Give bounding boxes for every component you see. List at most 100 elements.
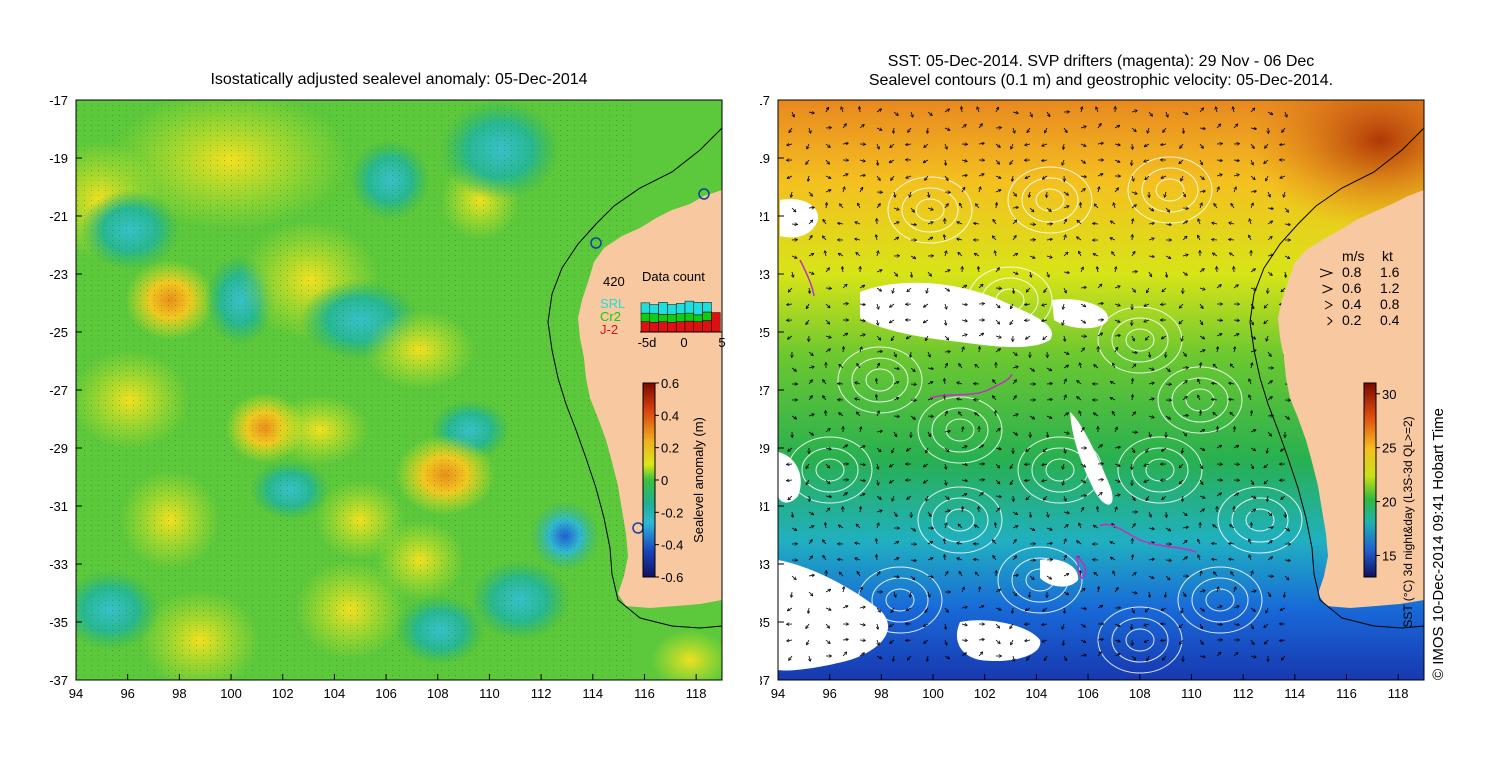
y-tick-label: -27 [49,383,68,398]
sst-colorbar-gradient [1363,382,1377,578]
x-tick-label: 100 [220,686,242,701]
data-count-x-tick: 0 [680,335,687,350]
data-count-bar-j2 [640,321,651,333]
data-count-bar-j2 [675,321,686,333]
sla-colorbar-gradient [642,382,656,578]
colorbar-tick-label: 0.4 [661,408,679,423]
y-tick-label: -19 [760,151,770,166]
y-tick-label: -21 [49,209,68,224]
sla-colorbar-label: Sealevel anomaly (m) [691,417,706,543]
data-count-bar-j2 [711,312,721,333]
velocity-legend-ms: 0.8 [1342,264,1362,280]
data-count-bar-cr2 [658,314,668,322]
y-tick-label: -25 [49,325,68,340]
y-tick-label: -17 [760,93,770,108]
data-count-max-label: 420 [603,274,625,289]
left-map-title: Isostatically adjusted sealevel anomaly:… [210,71,588,88]
data-count-bar-cr2 [702,311,712,321]
left-y-axis: -17 -19 -21 -23 -25 -27 -29 -31 -33 -35 -37 [49,93,82,688]
x-tick-label: 116 [1336,686,1357,701]
sealevel-contours [787,156,1303,674]
x-tick-label: 94 [69,686,83,701]
data-count-bar-j2 [693,321,703,333]
data-count-legend-item: J-2 [600,322,618,337]
y-tick-label: -37 [760,673,770,688]
y-tick-label: -29 [760,441,770,456]
data-count-legend-item: SRL [600,296,625,311]
x-tick-label: 98 [874,686,888,701]
data-count-bar-srl [675,303,686,314]
x-tick-label: 116 [634,686,655,701]
svp-drifter-tracks [799,259,1197,579]
altimeter-track-dots [76,100,636,680]
sst-colorbar-ticks: 30 25 20 15 [1376,387,1396,563]
colorbar-tick-label: -0.4 [661,538,683,553]
y-tick-label: -23 [760,267,770,282]
velocity-legend-arrow [1319,268,1334,278]
data-count-bar-j2 [684,320,695,333]
data-count-x-axis: -5d 0 5 [638,335,726,350]
velocity-legend-kt: 1.6 [1380,264,1400,280]
sealevel-anomaly-map: 94 96 98 100 102 104 106 108 110 112 114 116 118 -17… [49,93,726,701]
continental-shelf-contour [547,127,722,629]
velocity-legend: m/s kt 0.8 1.60.6 1.20.4 0.80.2 0.4 [1319,248,1400,328]
y-tick-label: -31 [760,499,770,514]
data-count-bars [640,300,721,333]
colorbar-tick-label: 0.2 [661,441,679,456]
velocity-legend-kt: 1.2 [1380,280,1400,296]
data-count-bar-j2 [702,320,712,333]
y-tick-label: -21 [760,209,770,224]
y-tick-label: -29 [49,441,68,456]
sst-colorbar-label: SST (°C) 3d night&day (L3S-3d QL>=2) [1401,416,1415,627]
x-tick-label: 94 [771,686,785,701]
x-tick-label: 114 [1284,686,1305,701]
x-tick-label: 102 [974,686,996,701]
velocity-legend-header-kt: kt [1382,248,1393,264]
velocity-legend-header-ms: m/s [1342,248,1365,264]
tide-gauge-marker [590,237,602,249]
x-tick-label: 114 [582,686,603,701]
colorbar-tick-label: 20 [1382,495,1396,510]
x-tick-label: 96 [120,686,134,701]
data-count-bar-cr2 [693,314,703,322]
velocity-legend-arrow [1324,300,1334,310]
y-tick-label: -33 [760,557,770,572]
y-tick-label: -37 [49,673,68,688]
colorbar-tick-label: 25 [1382,441,1396,456]
y-tick-label: -17 [49,93,68,108]
data-count-bar-cr2 [667,314,677,323]
data-count-legend-item: Cr2 [600,309,621,324]
imos-credit-text: © IMOS 10-Dec-2014 09:41 Hobart Time [1430,408,1447,680]
colorbar-tick-label: -0.2 [661,505,683,520]
x-tick-label: 106 [1077,686,1099,701]
warm-water-patch [1250,100,1424,230]
data-count-bar-cr2 [649,313,659,323]
y-tick-label: -23 [49,267,68,282]
velocity-legend-ms: 0.4 [1342,296,1362,312]
y-tick-label: -19 [49,151,68,166]
data-count-bar-srl [640,302,651,314]
colorbar-tick-label: 30 [1382,387,1396,402]
data-count-bar-j2 [658,321,668,333]
colorbar-tick-label: 0.6 [661,376,679,391]
data-count-x-tick: -5d [638,335,657,350]
x-tick-label: 110 [479,686,500,701]
y-tick-label: -25 [760,325,770,340]
left-x-axis: 94 96 98 100 102 104 106 108 110 112 114 116 118 [69,674,707,701]
sst-colorbar: 30 25 20 15 SST (°C) 3d night&day (L3S-3d Q… [1363,382,1415,628]
right-x-axis: 94 96 98 100 102 104 106 108 110 112 114 116 118 [771,674,1409,701]
data-count-bar-srl [684,300,695,314]
velocity-legend-kt: 0.4 [1380,312,1400,328]
right-y-axis: -17 -19 -21 -23 -25 -27 -29 -31 -33 -35 -37 [760,93,784,688]
x-tick-label: 118 [1388,686,1409,701]
y-tick-label: -27 [760,383,770,398]
sla-colorbar: 0.6 0.4 0.2 0 -0.2 -0.4 -0.6 Sealevel anomaly … [642,376,706,585]
x-tick-label: 108 [1129,686,1151,701]
y-tick-label: -33 [49,557,68,572]
data-count-bar-srl [667,304,677,315]
colorbar-tick-label: 0 [661,473,668,488]
velocity-legend-arrow [1322,284,1334,294]
x-tick-label: 104 [324,686,346,701]
